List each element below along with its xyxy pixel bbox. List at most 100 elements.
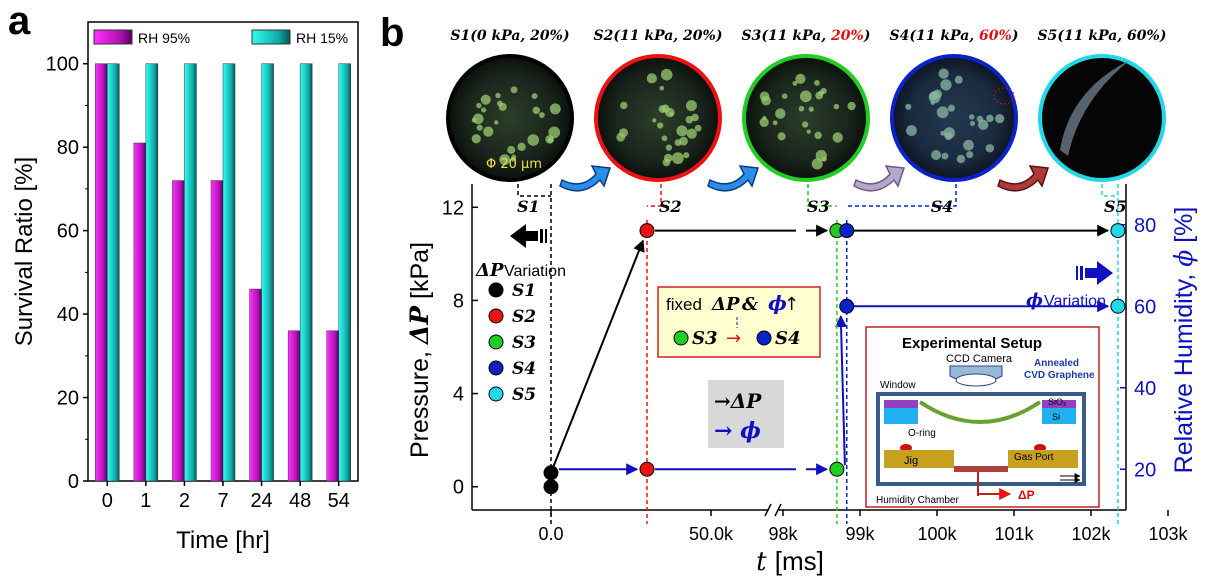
transition-arrow-icon — [707, 165, 760, 192]
micrograph-dot — [985, 144, 995, 153]
key-phi: → ϕ — [714, 418, 761, 444]
legend-label-s1: S1 — [512, 281, 536, 301]
data-point — [639, 461, 655, 477]
state-connector — [647, 184, 662, 207]
micrograph-dot — [772, 120, 778, 126]
scale-label: Φ 20 μm — [486, 157, 542, 172]
panel-a-label: a — [8, 0, 31, 43]
setup-si: Si — [1052, 412, 1060, 422]
data-point — [839, 223, 855, 239]
micrograph-dot — [496, 100, 503, 107]
y-left-tick-label: 12 — [442, 197, 464, 219]
micrograph-dot — [781, 93, 788, 100]
micrograph-dot — [676, 125, 688, 137]
setup-dp: ΔP — [1018, 488, 1035, 502]
micrograph-s2 — [594, 54, 722, 182]
micrograph-dot — [936, 106, 949, 119]
micrograph-dot — [517, 142, 526, 152]
bar-rh95 — [133, 142, 147, 482]
micrograph-dot — [802, 121, 809, 128]
fixed-amp: & — [742, 294, 759, 315]
micrograph-dot — [480, 94, 491, 105]
fixed-word: fixed — [666, 295, 702, 314]
fixed-dp: ΔP — [711, 294, 740, 315]
data-point — [543, 465, 559, 481]
legend-label-s4: S4 — [512, 359, 536, 379]
bar-rh15 — [145, 63, 159, 482]
state-title-s3: S3(11 kPa, 20%) — [742, 28, 871, 44]
micrograph-dot — [657, 122, 664, 129]
data-point — [839, 298, 855, 314]
micrograph-dot — [808, 106, 814, 112]
legend-dp-word: Variation — [504, 263, 566, 280]
highlight-circle — [993, 87, 1015, 105]
legend-marker-s4 — [488, 360, 504, 376]
x-tick-label: 99k — [845, 524, 875, 544]
line-key-box: →ΔP → ϕ — [708, 380, 784, 448]
experimental-setup-inset: Experimental Setup CCD Camera Annealed C… — [865, 326, 1100, 508]
micrograph-dot — [963, 139, 974, 151]
micrograph-dot — [694, 124, 702, 132]
data-point — [1110, 223, 1126, 239]
phi-variation-word: Variation — [1044, 293, 1106, 310]
data-point — [1110, 298, 1126, 314]
micrograph-dot — [483, 126, 494, 137]
micrograph-dot — [476, 102, 482, 109]
micrograph-dot — [938, 68, 949, 79]
legend-label-rh95: RH 95% — [138, 30, 190, 46]
micrograph-dot — [931, 150, 942, 161]
state-connector — [846, 184, 957, 207]
bar-rh15 — [338, 63, 351, 482]
legend-marker-s5 — [488, 386, 504, 402]
transition-arrow-icon — [997, 165, 1050, 192]
bar-rh15 — [261, 63, 274, 482]
setup-graphene-2: CVD Graphene — [1024, 370, 1095, 381]
micrograph-dot — [662, 158, 671, 167]
phi-variation-symbol: ϕ — [1026, 290, 1043, 311]
x-tick-label: 50.0k — [689, 524, 734, 544]
micrograph-dot — [548, 126, 561, 139]
micrograph-dot — [547, 137, 554, 144]
setup-oring: O-ring — [908, 428, 936, 439]
state-title-s2: S2(11 kPa, 20%) — [594, 28, 723, 44]
micrograph-dot — [956, 154, 966, 164]
micrograph-dot — [806, 129, 811, 134]
micrograph-dot — [659, 85, 665, 91]
micrograph-dot — [833, 103, 840, 110]
x-axis-label: t [ms] — [756, 546, 824, 577]
micrograph-dot — [532, 106, 541, 115]
fixed-s4: S4 — [775, 328, 801, 349]
micrograph-dot — [671, 152, 684, 165]
fixed-phi: ϕ — [768, 291, 787, 315]
setup-jig: Jig — [904, 455, 918, 467]
micrograph-dot — [762, 115, 767, 121]
micrographs: Φ 20 μm — [446, 54, 1166, 182]
right-arrow-icon — [1085, 261, 1113, 285]
legend-swatch-rh15 — [251, 29, 291, 45]
data-point — [543, 479, 559, 495]
y-tick-label: 0 — [68, 471, 79, 493]
left-arrow-icon — [510, 224, 538, 248]
legend-dp-symbol: ΔP — [475, 260, 504, 281]
micrograph-dot — [798, 105, 805, 112]
state-axis-label: S2 — [659, 197, 682, 216]
data-point — [829, 461, 845, 477]
bar-rh15 — [299, 63, 313, 482]
fixed-up: ↑ — [784, 294, 799, 315]
y-right-axis-label: Relative Humidity, ϕ [%] — [1169, 207, 1198, 474]
micrograph-dot — [619, 128, 629, 138]
bar-rh95 — [249, 288, 262, 482]
micrograph-dot — [814, 131, 822, 140]
micrograph-dot — [531, 93, 538, 100]
micrograph-dot — [674, 139, 682, 147]
x-tick-label: 102k — [1071, 524, 1111, 544]
setup-chamber: Humidity Chamber — [876, 495, 959, 506]
y-left-axis-label: Pressure, ΔP [kPa] — [405, 242, 434, 458]
state-axis-label: S1 — [517, 197, 540, 216]
micrograph-dot — [811, 158, 823, 170]
micrograph-dot — [941, 152, 949, 160]
y-tick-label: 40 — [57, 304, 79, 326]
micrograph-dot — [932, 89, 943, 99]
state-axis-label: S5 — [1104, 197, 1127, 216]
